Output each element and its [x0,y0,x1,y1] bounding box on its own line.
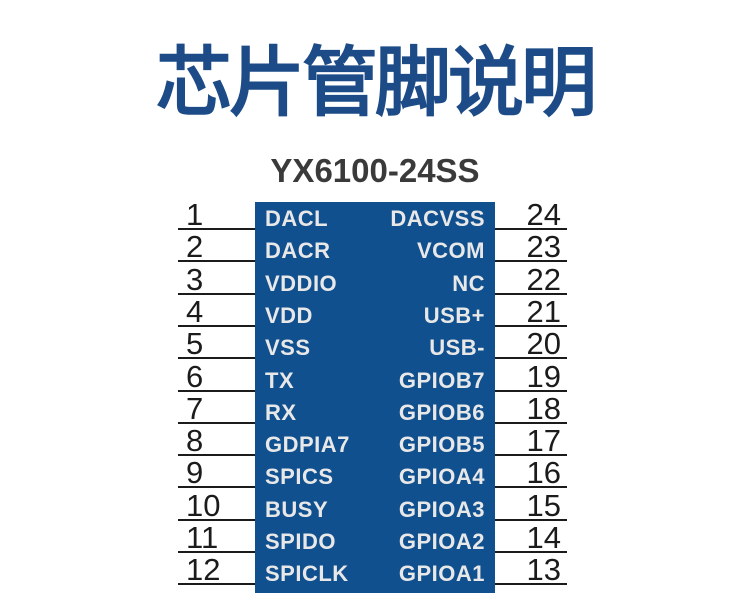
pin-lead-line-left [178,357,255,360]
pin-label-right: GPIOB5 [398,432,485,458]
pin-label-left: SPICLK [265,561,349,587]
pin-label-right: GPIOA3 [398,496,485,522]
pin-number-left: 5 [186,326,204,362]
pin-label-right: VCOM [417,238,485,264]
pin-lead-line-right [495,292,567,295]
pin-lead-line-left [178,486,255,489]
chip-body [255,202,495,593]
pin-label-left: GDPIA7 [265,432,350,458]
pin-lead-line-left [178,454,255,457]
pin-number-left: 2 [186,229,204,265]
pin-lead-line-left [178,228,255,230]
pin-number-right: 15 [526,487,561,523]
pin-lead-line-right [495,486,567,489]
pin-number-left: 9 [186,455,204,491]
pin-lead-line-right [495,357,567,360]
pin-lead-line-left [178,583,255,586]
pin-lead-line-right [495,518,567,521]
pin-number-right: 21 [526,293,561,329]
pin-label-left: VDD [265,302,313,328]
pin-lead-line-right [495,583,567,586]
pin-number-right: 18 [526,390,561,426]
pin-lead-line-right [495,454,567,457]
pin-number-right: 22 [526,261,561,297]
pin-number-right: 13 [526,552,561,588]
pin-label-left: VSS [265,335,311,361]
pin-label-left: DACL [265,206,329,231]
pin-number-right: 16 [526,455,561,491]
pin-lead-line-right [495,551,567,553]
page-title: 芯片管脚说明 [156,41,597,126]
pin-number-left: 4 [186,293,204,329]
pin-number-right: 20 [526,326,561,362]
pinout-diagram: 1 DACL DACVSS 24 2 DACR VCOM 23 3 VDDIO NC 22 4 VDD US… [0,197,750,602]
pin-label-left: SPIDO [265,529,336,554]
pin-number-right: 17 [526,423,561,459]
pin-lead-line-left [178,260,255,263]
pin-lead-line-left [178,292,255,295]
pin-number-left: 1 [186,197,204,232]
pin-label-left: DACR [265,238,331,264]
pin-label-left: TX [265,367,295,393]
pin-number-left: 12 [186,552,221,588]
pin-lead-line-right [495,228,567,230]
pin-label-right: GPIOB7 [398,367,485,393]
pin-number-left: 7 [186,390,204,426]
pin-number-right: 14 [526,520,561,555]
pin-label-right: USB+ [423,302,485,328]
pin-number-left: 11 [186,520,219,555]
pin-label-left: VDDIO [265,270,338,296]
pin-label-right: GPIOA1 [398,561,485,587]
pin-number-left: 3 [186,261,204,297]
pin-label-left: BUSY [265,496,329,522]
pin-lead-line-left [178,421,255,424]
pin-label-right: NC [452,270,485,296]
pin-number-left: 10 [186,487,221,523]
pin-label-right: GPIOB6 [398,399,485,425]
pin-label-left: RX [265,399,297,425]
pin-number-left: 6 [186,358,204,394]
pin-lead-line-left [178,324,255,327]
pin-label-left: SPICS [265,464,334,490]
pin-number-right: 24 [526,197,561,232]
pin-label-right: DACVSS [390,206,485,231]
pin-label-right: GPIOA4 [398,464,485,490]
pin-lead-line-right [495,260,567,263]
pin-number-right: 23 [526,229,561,265]
pin-lead-line-left [178,551,255,553]
pin-number-left: 8 [186,423,204,459]
chip-model-subtitle: YX6100-24SS [270,152,480,189]
pin-lead-line-right [495,324,567,327]
pin-label-right: USB- [429,335,485,361]
pin-lead-line-left [178,518,255,521]
pin-lead-line-left [178,389,255,392]
pin-label-right: GPIOA2 [398,529,485,554]
pin-lead-line-right [495,389,567,392]
pin-number-right: 19 [526,358,561,394]
pin-lead-line-right [495,421,567,424]
